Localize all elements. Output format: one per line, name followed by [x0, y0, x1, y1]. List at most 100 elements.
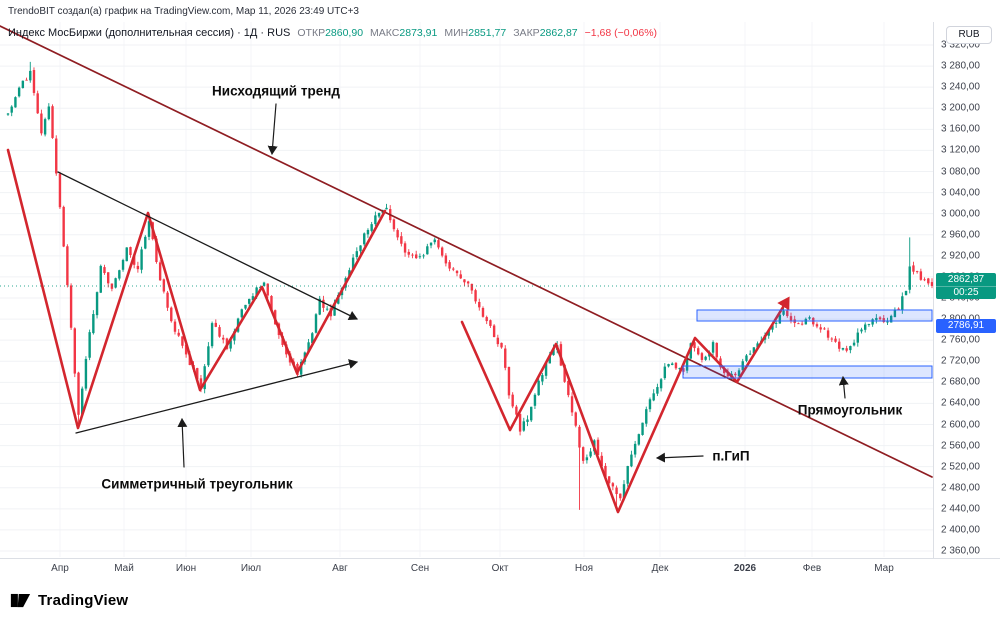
candle-body	[103, 267, 106, 274]
candle-body	[396, 230, 399, 238]
candle-body	[158, 262, 162, 281]
candle-body	[548, 355, 551, 364]
candle-body	[481, 307, 485, 317]
candle-body	[589, 451, 592, 457]
candle-body	[645, 409, 648, 424]
candle-body	[585, 457, 589, 461]
candle-body	[581, 447, 585, 461]
tradingview-logo[interactable]: TradingView	[10, 591, 128, 610]
last-price-badge: 2862,87 00:25	[936, 272, 996, 299]
candle-body	[659, 379, 663, 389]
candle-body	[155, 238, 158, 263]
candle-body	[622, 484, 626, 499]
candle-body	[184, 344, 188, 355]
triangle-upper-line[interactable]	[57, 171, 358, 320]
price-tick-label: 2 480,00	[941, 482, 980, 494]
candle-body	[882, 318, 885, 323]
candle-body	[860, 329, 863, 332]
candle-body	[767, 330, 770, 336]
inverse-hs-zigzag[interactable]	[460, 296, 790, 514]
candle-body	[196, 368, 199, 380]
candle-body	[919, 271, 923, 280]
candle-body	[722, 368, 726, 374]
candle-body	[166, 292, 169, 308]
candle-body	[611, 483, 615, 487]
candle-body	[229, 340, 232, 349]
candle-body	[544, 362, 548, 376]
candle-body	[140, 249, 143, 270]
candle-body	[678, 368, 681, 370]
candle-body	[826, 330, 830, 338]
candle-body	[366, 229, 370, 235]
candle-body	[455, 270, 459, 274]
candle-body	[886, 321, 889, 323]
time-axis-label: Июн	[175, 563, 197, 574]
candle-body	[745, 355, 748, 361]
candle-body	[693, 342, 696, 349]
countdown-timer: 00:25	[936, 285, 996, 299]
annotation-arrow-rect[interactable]	[838, 376, 849, 399]
candle-body	[856, 332, 859, 343]
candle-body	[318, 298, 321, 315]
candle-body	[218, 327, 221, 337]
candle-body	[600, 455, 603, 467]
candle-body	[333, 302, 336, 316]
candle-body	[299, 361, 303, 375]
annotation-arrow-hs[interactable]	[656, 452, 704, 463]
candle-body	[418, 256, 422, 258]
time-axis-label: Май	[114, 563, 134, 574]
drawing-label-rectangle[interactable]: Прямоугольник	[797, 402, 903, 418]
candle-body	[437, 240, 440, 248]
candle-body	[570, 396, 574, 413]
candle-body	[92, 314, 95, 334]
candle-body	[541, 375, 544, 382]
candle-body	[251, 296, 255, 301]
candle-body	[88, 332, 91, 358]
candle-body	[867, 324, 871, 325]
rectangle-pattern-lower[interactable]	[682, 365, 933, 379]
price-tick-label: 3 040,00	[941, 187, 980, 199]
close-value: 2862,87	[539, 27, 578, 39]
annotation-arrow-trend[interactable]	[267, 103, 278, 155]
candle-body	[552, 348, 555, 356]
price-tick-label: 2 640,00	[941, 397, 980, 409]
candle-body	[663, 366, 667, 379]
candle-body	[385, 207, 388, 210]
candle-body	[40, 113, 43, 134]
currency-toggle[interactable]: RUB	[946, 26, 992, 44]
candle-body	[314, 314, 318, 333]
triangle-lower-line[interactable]	[75, 359, 358, 434]
candle-body	[800, 323, 804, 325]
symbol-title[interactable]: Индекс МосБиржи (дополнительная сессия) …	[8, 27, 291, 39]
time-axis-label: Авг	[332, 563, 348, 574]
last-price-value: 2862,87	[947, 273, 985, 285]
attribution-bar: TrendoBIT создал(а) график на TradingVie…	[0, 0, 1000, 22]
candle-body	[778, 314, 782, 324]
drawing-label-downtrend[interactable]: Нисходящий тренд	[212, 83, 340, 99]
rectangle-pattern-upper[interactable]	[696, 309, 933, 322]
candle-body	[734, 373, 737, 376]
annotation-arrow-triangle[interactable]	[177, 418, 188, 468]
candle-body	[697, 348, 700, 355]
candle-body	[752, 347, 756, 354]
candle-body	[915, 271, 919, 273]
candle-body	[444, 255, 448, 264]
attribution-text: TrendoBIT создал(а) график на TradingVie…	[8, 6, 359, 17]
candle-body	[118, 270, 121, 279]
candle-body	[830, 338, 834, 340]
low-label: МИН	[444, 27, 469, 39]
candle-body	[711, 342, 715, 353]
time-axis-label: Апр	[51, 563, 69, 574]
candle-body	[652, 393, 655, 401]
candle-body	[567, 380, 570, 396]
descending-trendline[interactable]	[0, 25, 933, 478]
candle-body	[29, 70, 32, 81]
candle-body	[207, 346, 210, 366]
candle-body	[355, 251, 359, 258]
price-tick-label: 2 680,00	[941, 376, 980, 388]
drawing-label-inverse-head-and-shoulders[interactable]: п.ГиП	[712, 448, 750, 464]
candle-body	[307, 342, 310, 352]
drawing-label-symmetrical-triangle[interactable]: Симметричный треугольник	[101, 476, 293, 492]
impulse-zigzag-left[interactable]	[6, 148, 387, 430]
